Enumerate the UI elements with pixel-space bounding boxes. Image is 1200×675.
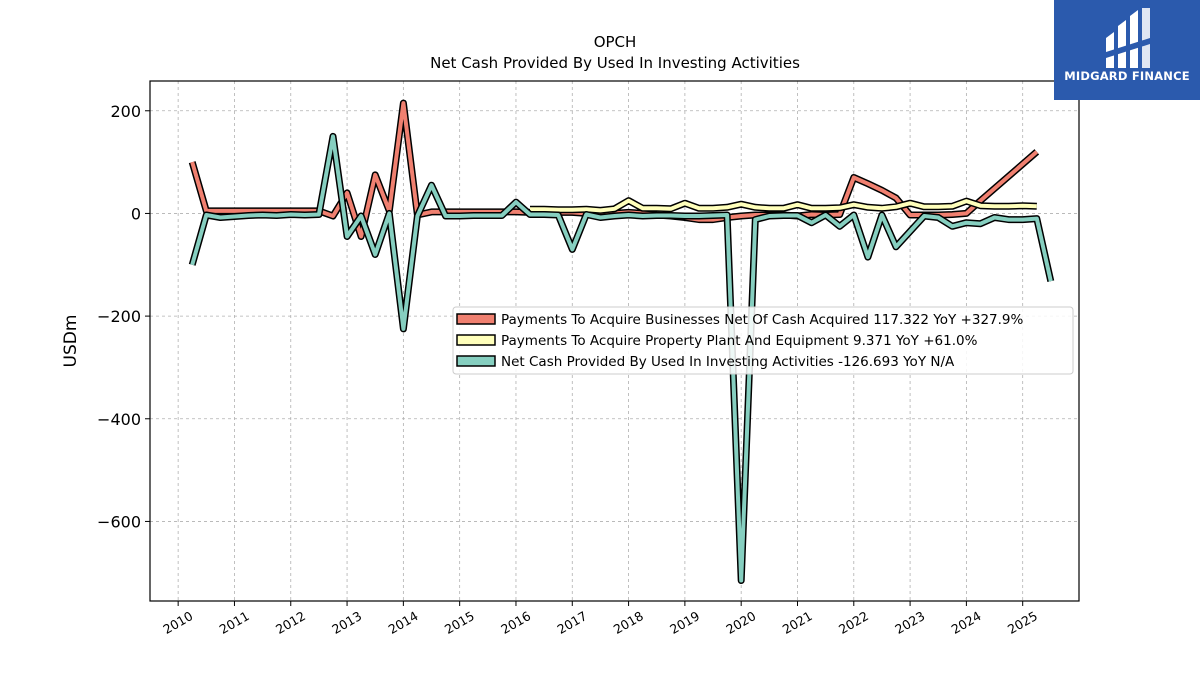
- y-tick-label: 200: [110, 102, 141, 121]
- x-tick-label: 2025: [1005, 608, 1040, 637]
- y-tick-label: 0: [131, 204, 141, 223]
- x-tick-label: 2011: [217, 608, 252, 637]
- x-tick-label: 2012: [273, 608, 308, 637]
- brand-logo: MIDGARD FINANCE: [1054, 0, 1200, 100]
- legend-swatch: [456, 313, 496, 325]
- x-tick-label: 2020: [723, 608, 758, 637]
- x-tick-label: 2021: [780, 608, 815, 637]
- legend-entry: Payments To Acquire Businesses Net Of Ca…: [501, 312, 1024, 328]
- x-tick-label: 2017: [554, 608, 589, 637]
- x-tick-label: 2014: [386, 608, 421, 637]
- plot-frame: [149, 80, 1080, 602]
- x-tick-label: 2013: [329, 608, 364, 637]
- brand-name: MIDGARD FINANCE: [1064, 69, 1190, 83]
- legend: Payments To Acquire Businesses Net Of Ca…: [452, 306, 1074, 375]
- x-tick-label: 2023: [892, 608, 927, 637]
- series-line-2: [530, 198, 1037, 213]
- legend-swatch: [456, 334, 496, 346]
- midgard-m-logo-icon: [1106, 8, 1150, 68]
- legend-swatch: [456, 355, 496, 367]
- legend-box: [452, 306, 1074, 375]
- x-tick-label: 2010: [160, 608, 195, 637]
- series-line-3: [190, 134, 1053, 583]
- chart-title: OPCH: [594, 33, 637, 51]
- x-tick-label: 2016: [498, 608, 533, 637]
- y-tick-label: −200: [97, 307, 141, 326]
- x-tick-label: 2019: [667, 608, 702, 637]
- x-tick-label: 2024: [949, 608, 984, 637]
- chart-subtitle: Net Cash Provided By Used In Investing A…: [430, 54, 800, 72]
- series-group: [188, 99, 1055, 584]
- y-tick-label: −600: [97, 512, 141, 531]
- legend-entry: Payments To Acquire Property Plant And E…: [501, 333, 978, 349]
- legend-entry: Net Cash Provided By Used In Investing A…: [501, 354, 955, 370]
- x-tick-label: 2015: [442, 608, 477, 637]
- x-tick-label: 2018: [611, 608, 646, 637]
- y-tick-label: −400: [97, 410, 141, 429]
- x-tick-label: 2022: [836, 608, 871, 637]
- y-axis-label: USDm: [61, 315, 81, 368]
